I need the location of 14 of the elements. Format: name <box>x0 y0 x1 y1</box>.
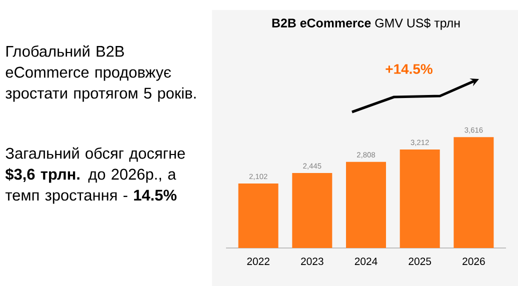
bar <box>400 149 440 248</box>
text: Загальний обсяг досягне $3,6 трлн. до 2026р., а темп зростання - 14.5% <box>5 147 185 204</box>
bar <box>292 173 332 248</box>
x-tick-label: 2026 <box>462 258 485 266</box>
x-tick-label: 2025 <box>408 258 432 266</box>
bar <box>238 184 278 248</box>
text: +14.5% <box>386 64 432 74</box>
bar <box>346 162 386 248</box>
bar <box>454 137 494 248</box>
text: Глобальний B2B eCommerce продовжує зростати протягом 5 років. <box>6 45 196 102</box>
x-tick-label: 2024 <box>354 258 378 266</box>
x-tick-label: 2023 <box>301 258 324 266</box>
chart-title: B2B eCommerce GMV US$ трлн <box>272 18 460 30</box>
x-tick-label: 2022 <box>247 258 270 266</box>
